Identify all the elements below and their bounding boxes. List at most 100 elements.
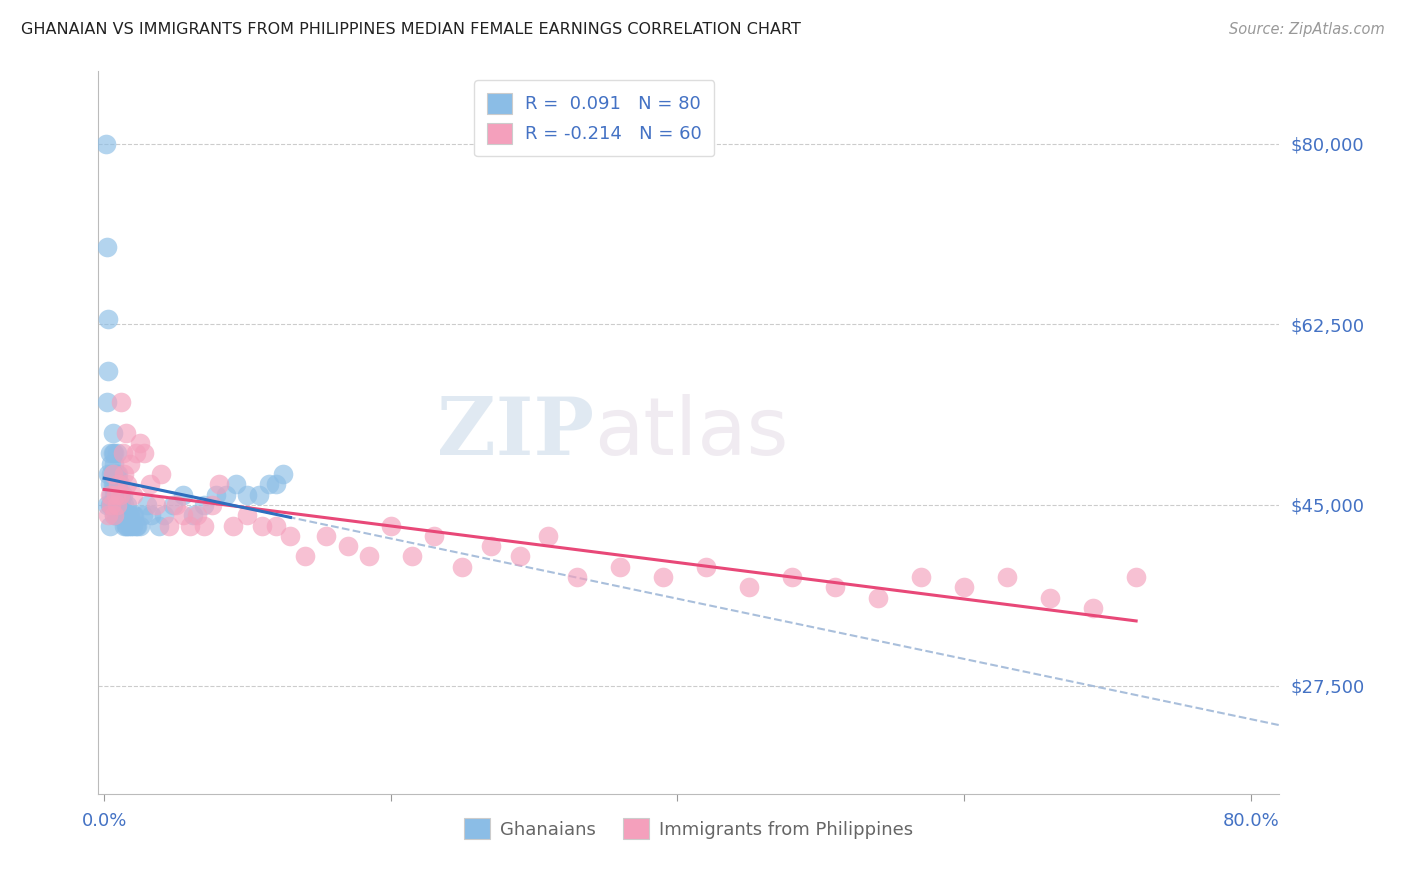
- Point: [96, 240, 118, 254]
- Point: [479, 539, 502, 553]
- Point: [98, 446, 121, 460]
- Point: [868, 591, 890, 605]
- Point: [201, 498, 224, 512]
- Point: [100, 457, 122, 471]
- Point: [101, 425, 124, 440]
- Point: [101, 498, 124, 512]
- Point: [111, 508, 134, 523]
- Point: [97, 312, 120, 326]
- Point: [110, 487, 132, 501]
- Point: [98, 477, 121, 491]
- Point: [111, 446, 134, 460]
- Point: [115, 498, 138, 512]
- Point: [294, 549, 316, 564]
- Point: [105, 498, 128, 512]
- Point: [107, 467, 129, 481]
- Point: [101, 467, 124, 481]
- Point: [695, 559, 717, 574]
- Point: [537, 529, 560, 543]
- Point: [103, 487, 125, 501]
- Point: [108, 487, 131, 501]
- Point: [122, 508, 145, 523]
- Point: [112, 518, 135, 533]
- Point: [118, 457, 141, 471]
- Point: [247, 487, 270, 501]
- Point: [336, 539, 359, 553]
- Point: [101, 446, 124, 460]
- Point: [150, 467, 173, 481]
- Point: [565, 570, 588, 584]
- Point: [423, 529, 446, 543]
- Point: [104, 508, 127, 523]
- Point: [205, 487, 228, 501]
- Point: [264, 518, 287, 533]
- Point: [129, 518, 152, 533]
- Point: [127, 518, 149, 533]
- Point: [105, 446, 128, 460]
- Point: [222, 518, 245, 533]
- Point: [165, 498, 187, 512]
- Point: [97, 467, 120, 481]
- Point: [107, 508, 129, 523]
- Point: [225, 477, 247, 491]
- Text: atlas: atlas: [595, 393, 789, 472]
- Point: [103, 457, 125, 471]
- Point: [100, 498, 122, 512]
- Point: [97, 508, 120, 523]
- Text: GHANAIAN VS IMMIGRANTS FROM PHILIPPINES MEDIAN FEMALE EARNINGS CORRELATION CHART: GHANAIAN VS IMMIGRANTS FROM PHILIPPINES …: [21, 22, 801, 37]
- Point: [132, 508, 155, 523]
- Point: [118, 508, 141, 523]
- Point: [104, 477, 127, 491]
- Point: [103, 508, 125, 523]
- Point: [359, 549, 381, 564]
- Text: ZIP: ZIP: [437, 393, 595, 472]
- Point: [108, 508, 131, 523]
- Point: [141, 508, 163, 523]
- Point: [193, 518, 215, 533]
- Point: [186, 508, 208, 523]
- Point: [780, 570, 803, 584]
- Point: [104, 467, 127, 481]
- Point: [509, 549, 531, 564]
- Point: [110, 508, 132, 523]
- Point: [401, 549, 423, 564]
- Point: [101, 477, 124, 491]
- Point: [103, 477, 125, 491]
- Point: [172, 487, 194, 501]
- Point: [738, 581, 761, 595]
- Point: [100, 467, 122, 481]
- Point: [134, 446, 156, 460]
- Point: [162, 498, 184, 512]
- Point: [148, 518, 170, 533]
- Point: [107, 477, 129, 491]
- Point: [145, 498, 167, 512]
- Point: [108, 487, 131, 501]
- Point: [105, 467, 128, 481]
- Point: [125, 446, 148, 460]
- Point: [609, 559, 631, 574]
- Point: [103, 446, 125, 460]
- Point: [105, 498, 128, 512]
- Point: [121, 518, 143, 533]
- Point: [380, 518, 402, 533]
- Point: [94, 136, 117, 151]
- Point: [111, 487, 134, 501]
- Point: [114, 425, 136, 440]
- Point: [153, 508, 176, 523]
- Point: [96, 394, 118, 409]
- Point: [98, 518, 121, 533]
- Point: [157, 518, 180, 533]
- Point: [824, 581, 846, 595]
- Point: [652, 570, 675, 584]
- Point: [121, 487, 143, 501]
- Point: [114, 508, 136, 523]
- Point: [117, 508, 139, 523]
- Point: [995, 570, 1018, 584]
- Point: [315, 529, 337, 543]
- Point: [208, 477, 231, 491]
- Point: [107, 498, 129, 512]
- Point: [257, 477, 280, 491]
- Point: [172, 508, 194, 523]
- Point: [100, 498, 122, 512]
- Point: [181, 508, 204, 523]
